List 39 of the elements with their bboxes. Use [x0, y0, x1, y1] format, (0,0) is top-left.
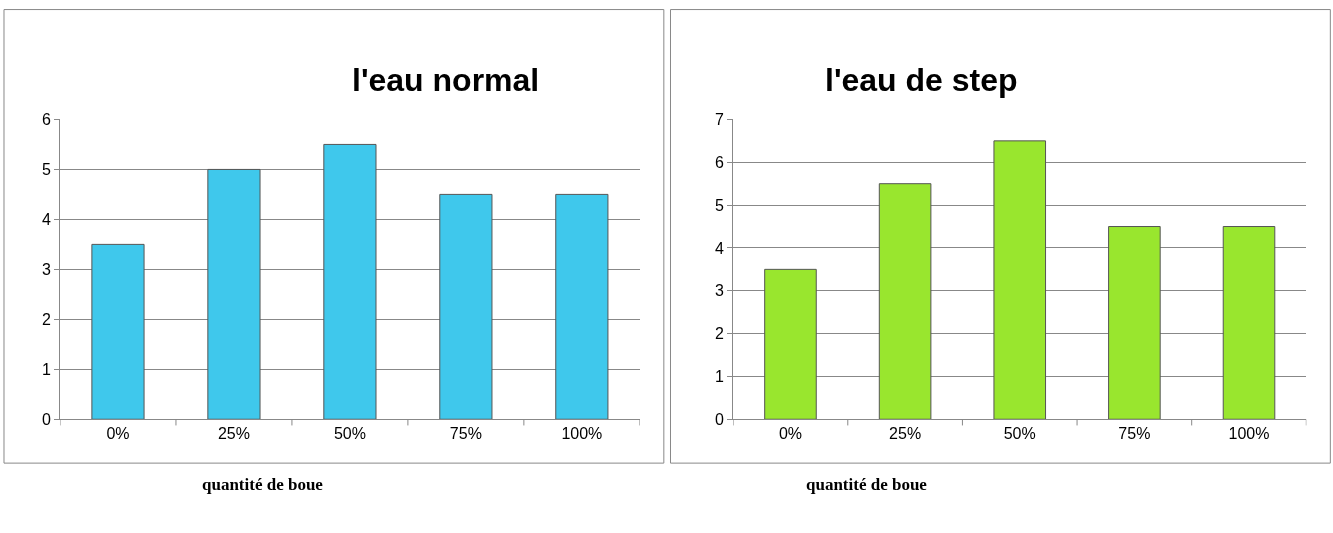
- x-tick-label: 50%: [333, 425, 366, 443]
- x-tick-label: 25%: [889, 425, 922, 443]
- x-tick-label: 0%: [106, 425, 130, 443]
- y-tick-label: 6: [41, 111, 51, 129]
- bar: [207, 168, 261, 420]
- bar: [91, 243, 145, 420]
- bar: [323, 143, 377, 420]
- chart-title: l'eau normal: [352, 62, 540, 98]
- bar: [764, 268, 817, 420]
- x-axis-title: quantité de boue: [806, 475, 928, 494]
- y-tick-label: 1: [41, 360, 51, 378]
- bar: [1108, 226, 1161, 420]
- y-tick-label: 2: [41, 310, 51, 328]
- y-tick-label: 5: [41, 161, 51, 179]
- x-tick-label: 75%: [1118, 425, 1151, 443]
- chart-title: l'eau de step: [825, 62, 1018, 98]
- x-tick-label: 25%: [217, 425, 250, 443]
- bar: [878, 183, 932, 420]
- x-tick-label: 75%: [449, 425, 482, 443]
- y-tick-label: 3: [41, 260, 51, 278]
- x-tick-label: 50%: [1003, 425, 1036, 443]
- x-axis-title: quantité de boue: [202, 475, 324, 494]
- bar: [993, 140, 1047, 420]
- y-tick-label: 1: [715, 368, 725, 386]
- bar: [439, 193, 493, 420]
- y-tick-label: 6: [715, 153, 725, 171]
- x-tick-label: 0%: [778, 425, 803, 443]
- y-tick-label: 4: [41, 210, 51, 228]
- bar: [1222, 226, 1276, 420]
- y-tick-label: 7: [715, 111, 725, 129]
- y-tick-label: 0: [715, 410, 725, 428]
- y-tick-label: 4: [715, 239, 725, 257]
- y-tick-label: 3: [715, 282, 725, 300]
- bar: [555, 193, 609, 420]
- y-tick-label: 0: [41, 410, 51, 428]
- x-tick-label: 100%: [561, 425, 603, 443]
- y-tick-label: 2: [715, 325, 725, 343]
- y-tick-label: 5: [715, 196, 725, 214]
- x-tick-label: 100%: [1228, 425, 1270, 443]
